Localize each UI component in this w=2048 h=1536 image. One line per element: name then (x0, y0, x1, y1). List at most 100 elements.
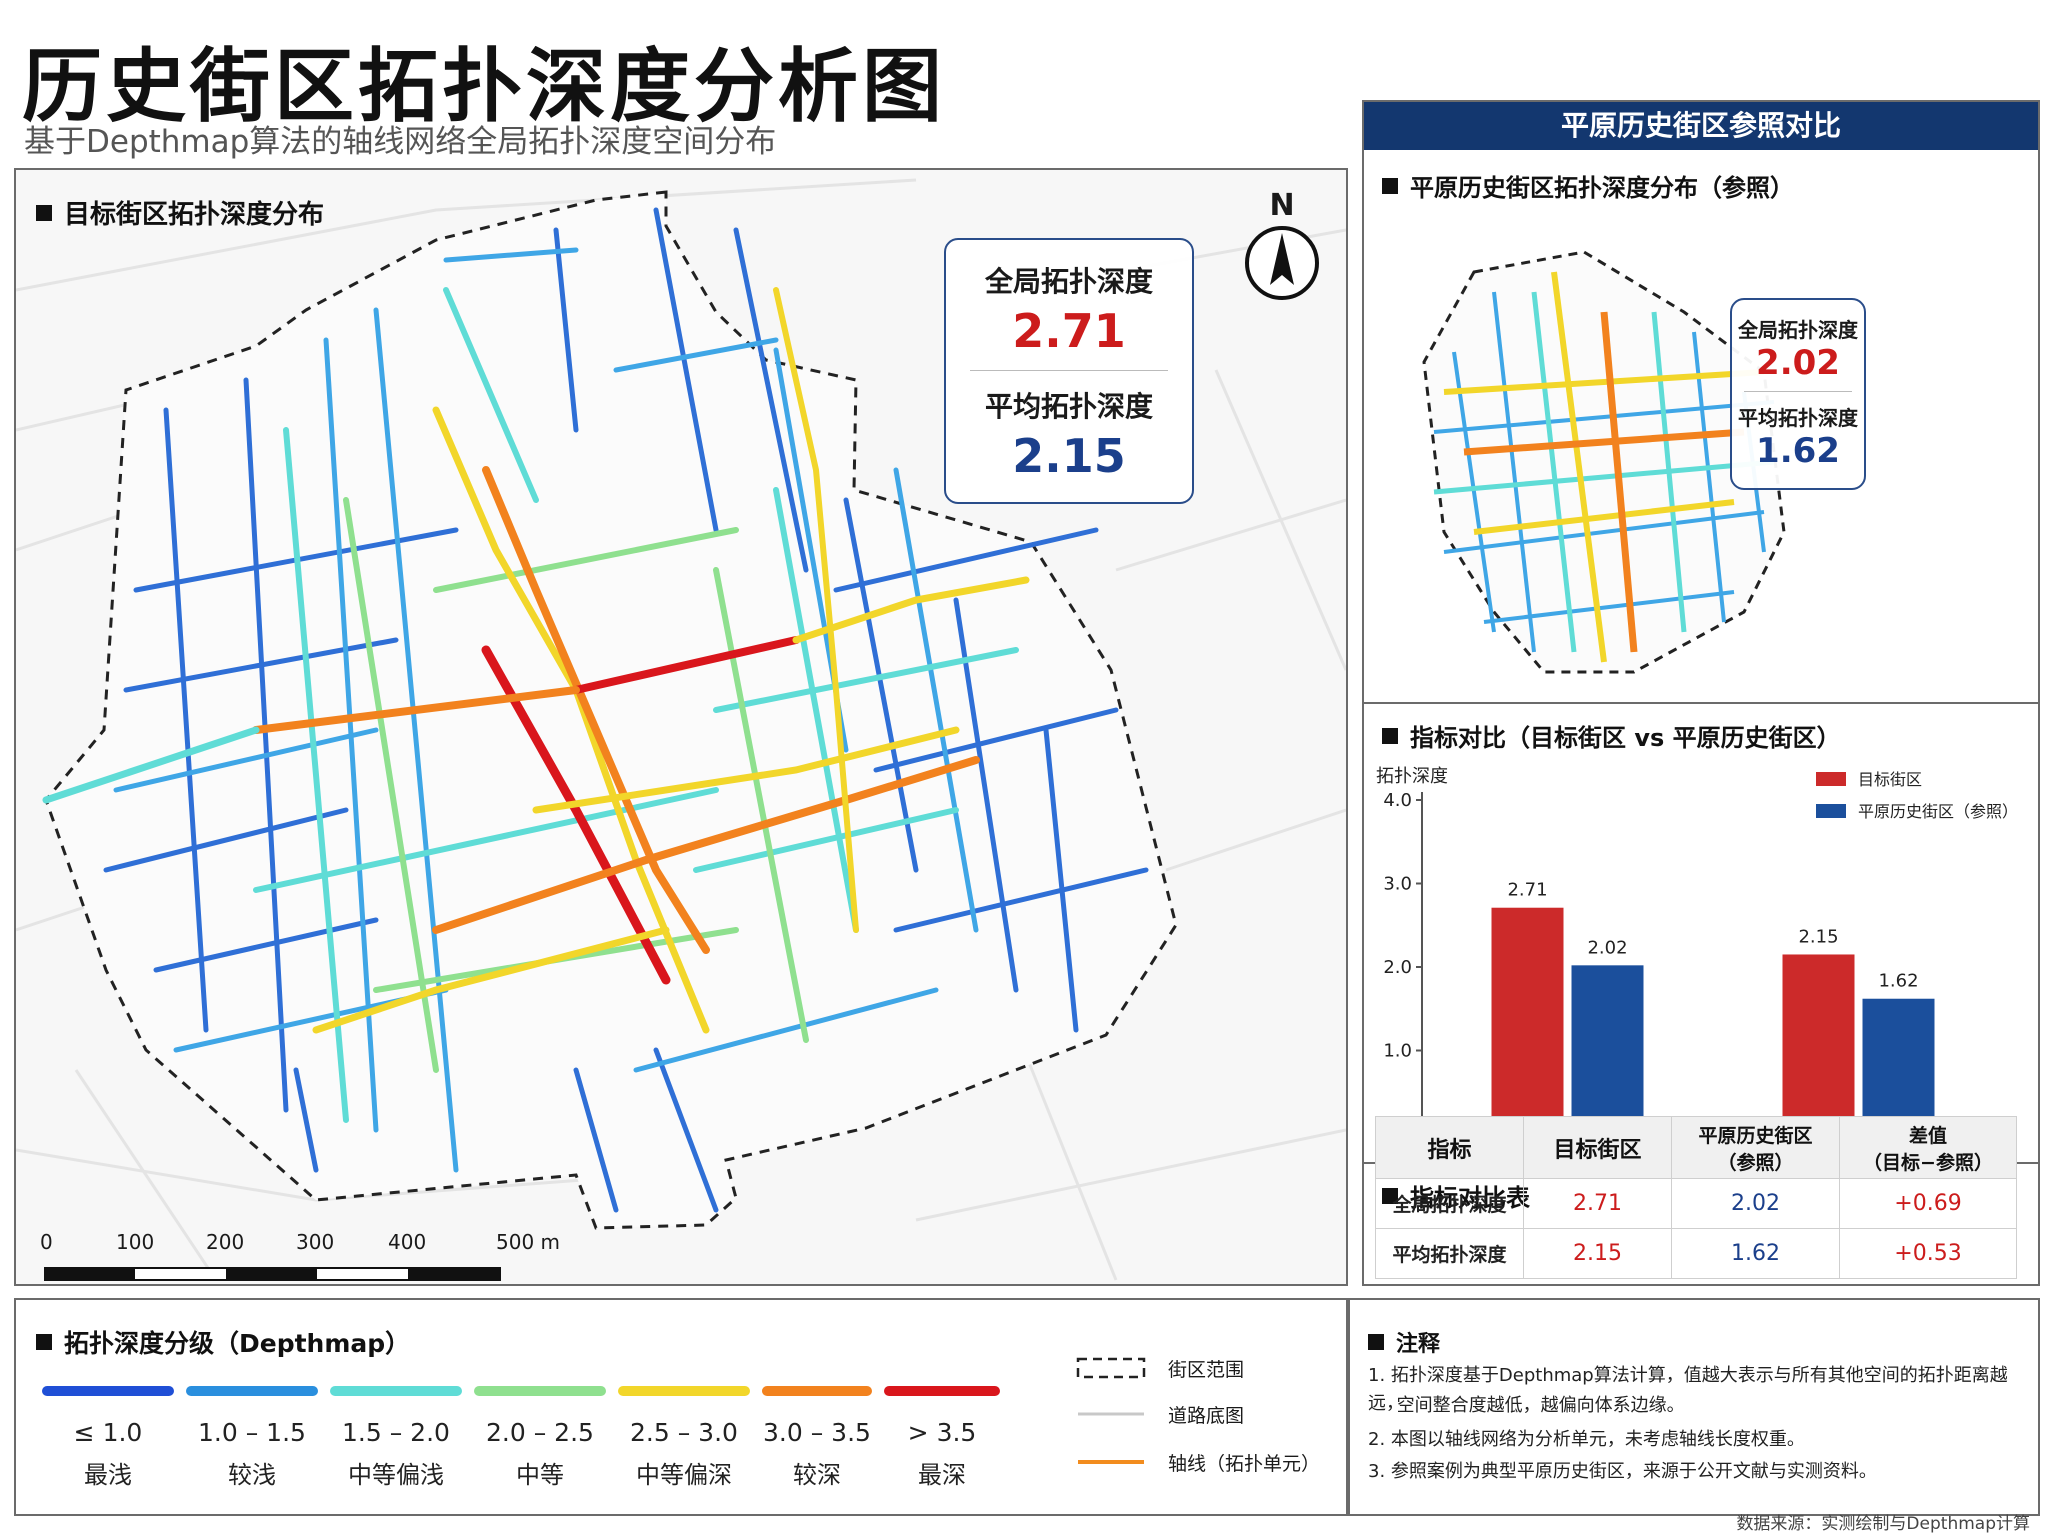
comparison-bar-chart: 拓扑深度0.01.02.03.04.02.712.02全局拓扑深度2.151.6… (1376, 766, 2018, 1158)
table-cell-diff: +0.69 (1839, 1178, 2017, 1229)
legend-panel: 拓扑深度分级（Depthmap） ≤ 1.0 最浅 1.0 – 1.5 较浅 1… (14, 1298, 1348, 1516)
notes-panel: 注释 1. 拓扑深度基于Depthmap算法计算，值越大表示与所有其他空间的拓扑… (1348, 1298, 2040, 1516)
grade-color-bar (474, 1386, 606, 1396)
notes-heading-text: 注释 (1396, 1332, 1441, 1357)
reference-panel: 平原历史街区参照对比 平原历史街区拓扑深度分布（参照） 全局拓扑深度 2.02 … (1362, 100, 2040, 1286)
grade-color-bar (186, 1386, 318, 1396)
reference-map (1422, 250, 1786, 674)
table-cell-metric: 平均拓扑深度 (1375, 1228, 1524, 1279)
grade-color-bar (884, 1386, 1000, 1396)
chart-heading-text: 指标对比（目标街区 vs 平原历史街区） (1410, 724, 1841, 752)
grade-range: 1.5 – 2.0 (342, 1418, 450, 1447)
reference-map-heading-text: 平原历史街区拓扑深度分布（参照） (1410, 174, 1794, 202)
grade-name: 中等 (516, 1461, 564, 1489)
bar-value-label: 2.71 (1507, 880, 1547, 901)
grade-color-bar (42, 1386, 174, 1396)
heading-square-icon (1382, 177, 1398, 194)
table-header-diff: 差值 （目标−参照） (1839, 1116, 2017, 1179)
scale-label-100: 100 (116, 1230, 155, 1254)
grade-color-bar (762, 1386, 872, 1396)
grade-range: > 3.5 (907, 1418, 977, 1447)
stats-divider (970, 370, 1168, 371)
grade-range: 3.0 – 3.5 (763, 1418, 871, 1447)
legend-heading: 拓扑深度分级（Depthmap） (36, 1324, 410, 1360)
scale-label-300: 300 (296, 1230, 335, 1254)
heading-square-icon (36, 204, 52, 221)
grade-range: ≤ 1.0 (73, 1418, 143, 1447)
bar-reference (1862, 998, 1935, 1134)
legend-label: 平原历史街区（参照） (1858, 802, 2018, 821)
symbol-label: 轴线（拓扑单元） (1168, 1452, 1321, 1475)
grade-name: 最浅 (84, 1461, 132, 1489)
legend-grade: 2.0 – 2.5 中等 (474, 1386, 606, 1490)
target-stats-box: 全局拓扑深度 2.71 平均拓扑深度 2.15 (944, 238, 1194, 504)
note-item: 空间整合度越低，越偏向体系边缘。 (1368, 1395, 1685, 1416)
grade-name: 较深 (793, 1461, 841, 1489)
bar-value-label: 1.62 (1878, 971, 1918, 992)
table-cell-diff: +0.53 (1839, 1228, 2017, 1279)
bar-target (1782, 954, 1855, 1134)
scale-bar (44, 1267, 501, 1281)
table-cell-reference: 2.02 (1671, 1178, 1840, 1229)
y-tick-label: 3.0 (1383, 874, 1412, 895)
heading-square-icon (1368, 1334, 1384, 1350)
scale-label-400: 400 (388, 1230, 427, 1254)
compass-icon (1245, 226, 1319, 300)
legend-grade: > 3.5 最深 (884, 1386, 1000, 1490)
axis-line-icon (1078, 1460, 1144, 1464)
table-cell-target: 2.15 (1523, 1228, 1672, 1279)
target-map-heading-text: 目标街区拓扑深度分布 (64, 200, 325, 230)
reference-header: 平原历史街区参照对比 (1364, 102, 2038, 150)
target-mean-label: 平均拓扑深度 (984, 390, 1153, 423)
grade-name: 最深 (918, 1461, 966, 1489)
y-tick-label: 1.0 (1383, 1041, 1412, 1062)
y-tick-label: 4.0 (1383, 790, 1412, 811)
legend-grade: 3.0 – 3.5 较深 (762, 1386, 872, 1490)
note-item: 2. 本图以轴线网络为分析单元，未考虑轴线长度权重。 (1368, 1429, 1805, 1450)
target-global-value: 2.71 (1012, 304, 1126, 358)
bar-target (1491, 907, 1564, 1134)
scale-label-500: 500 m (496, 1230, 561, 1254)
grade-range: 2.5 – 3.0 (630, 1418, 738, 1447)
grade-name: 较浅 (228, 1461, 276, 1489)
scale-label-0: 0 (40, 1230, 53, 1254)
heading-square-icon (1382, 727, 1398, 744)
table-row: 平均拓扑深度 2.15 1.62 +0.53 (1375, 1228, 2017, 1279)
target-map-heading: 目标街区拓扑深度分布 (36, 194, 324, 231)
bar-value-label: 2.02 (1587, 937, 1627, 958)
reference-boundary (1422, 250, 1786, 674)
symbol-label: 道路底图 (1168, 1404, 1245, 1427)
grade-range: 2.0 – 2.5 (486, 1418, 594, 1447)
table-cell-metric: 全局拓扑深度 (1375, 1178, 1524, 1229)
target-mean-value: 2.15 (1012, 429, 1126, 483)
table-header-metric: 指标 (1375, 1116, 1524, 1179)
table-header-target: 目标街区 (1523, 1116, 1672, 1179)
table-header-reference: 平原历史街区 （参照） (1671, 1116, 1840, 1179)
legend-symbols: 街区范围 道路底图 轴线（拓扑单元） (1076, 1346, 1336, 1486)
note-item: 1. 拓扑深度基于Depthmap算法计算，值越大表示与所有其他空间的拓扑距离越… (1368, 1365, 2008, 1414)
target-global-label: 全局拓扑深度 (984, 265, 1153, 298)
symbol-axis: 轴线（拓扑单元） (1076, 1438, 1336, 1486)
legend-swatch (1816, 772, 1846, 786)
reference-stats-box: 全局拓扑深度 2.02 平均拓扑深度 1.62 (1730, 298, 1866, 490)
y-axis-label: 拓扑深度 (1376, 766, 1448, 787)
north-arrow: N (1240, 188, 1324, 307)
north-label: N (1269, 188, 1295, 223)
heading-square-icon (36, 1334, 52, 1350)
table-cell-target: 2.71 (1523, 1178, 1672, 1229)
grade-range: 1.0 – 1.5 (198, 1418, 306, 1447)
dashed-boundary-icon (1076, 1357, 1146, 1379)
grade-color-bar (618, 1386, 750, 1396)
legend-heading-text: 拓扑深度分级（Depthmap） (64, 1329, 411, 1358)
page-subtitle: 基于Depthmap算法的轴线网络全局拓扑深度空间分布 (24, 124, 777, 160)
page-title: 历史街区拓扑深度分析图 (22, 40, 946, 133)
chart-heading: 指标对比（目标街区 vs 平原历史街区） (1382, 718, 1841, 753)
road-line-icon (1078, 1412, 1144, 1416)
district-boundary (44, 190, 1178, 1230)
reference-global-label: 全局拓扑深度 (1738, 318, 1858, 342)
comparison-table: 指标 目标街区 平原历史街区 （参照） 差值 （目标−参照） 全局拓扑深度 2.… (1375, 1116, 2017, 1279)
note-item: 3. 参照案例为典型平原历史街区，来源于公开文献与实测资料。 (1368, 1461, 1877, 1482)
legend-grade: 1.5 – 2.0 中等偏浅 (330, 1386, 462, 1490)
table-cell-reference: 1.62 (1671, 1228, 1840, 1279)
legend-swatch (1816, 804, 1846, 818)
